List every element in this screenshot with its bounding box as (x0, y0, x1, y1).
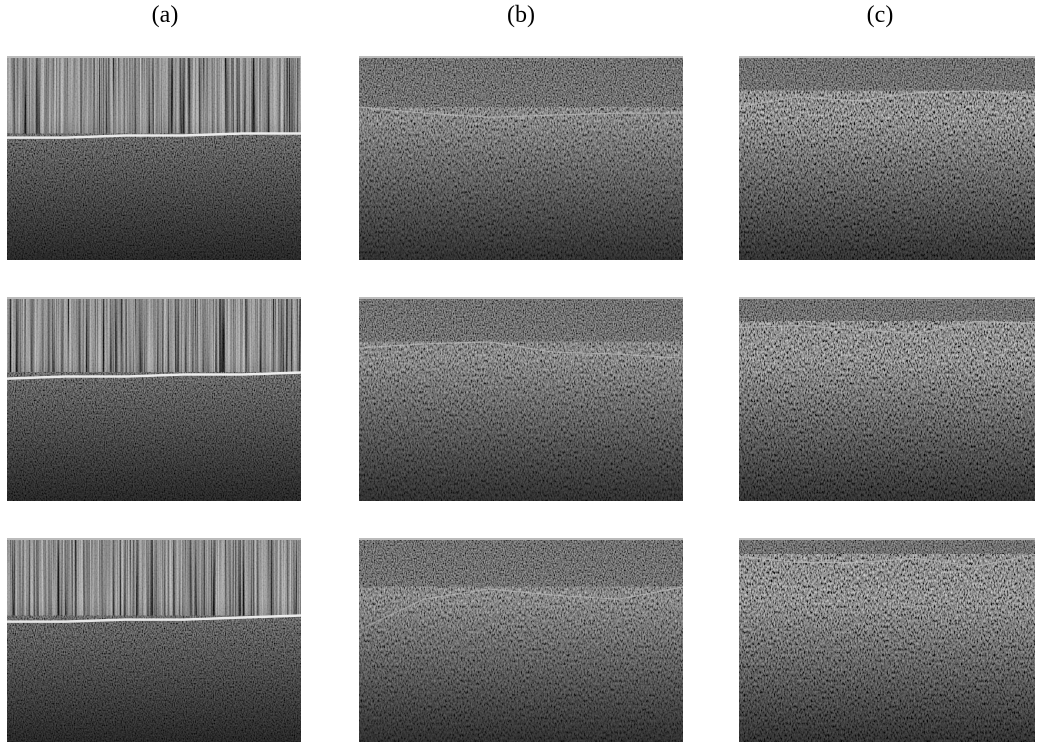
depth-fade (359, 358, 683, 501)
figure-page: (a) (b) (c) (0, 0, 1043, 744)
oct-panel (739, 297, 1035, 501)
depth-fade (7, 358, 301, 501)
oct-panel (7, 297, 301, 501)
oct-panel (359, 56, 683, 260)
top-edge (359, 56, 683, 58)
depth-fade (359, 117, 683, 260)
top-edge (359, 538, 683, 540)
top-edge (359, 297, 683, 299)
top-edge (7, 297, 301, 299)
top-edge (739, 538, 1035, 540)
depth-fade (739, 358, 1035, 501)
top-edge (7, 56, 301, 58)
oct-panel (359, 538, 683, 742)
oct-panel (7, 56, 301, 260)
top-edge (7, 538, 301, 540)
figure: (a) (b) (c) (0, 0, 1043, 744)
oct-panel (7, 538, 301, 742)
top-edge (739, 297, 1035, 299)
column-label: (a) (152, 2, 179, 28)
depth-fade (359, 599, 683, 742)
oct-panel (359, 297, 683, 501)
depth-fade (739, 599, 1035, 742)
oct-panel (739, 538, 1035, 742)
column-label: (b) (507, 2, 535, 28)
depth-fade (7, 117, 301, 260)
depth-fade (7, 599, 301, 742)
depth-fade (739, 117, 1035, 260)
column-label: (c) (867, 2, 894, 28)
oct-panel (739, 56, 1035, 260)
top-edge (739, 56, 1035, 58)
